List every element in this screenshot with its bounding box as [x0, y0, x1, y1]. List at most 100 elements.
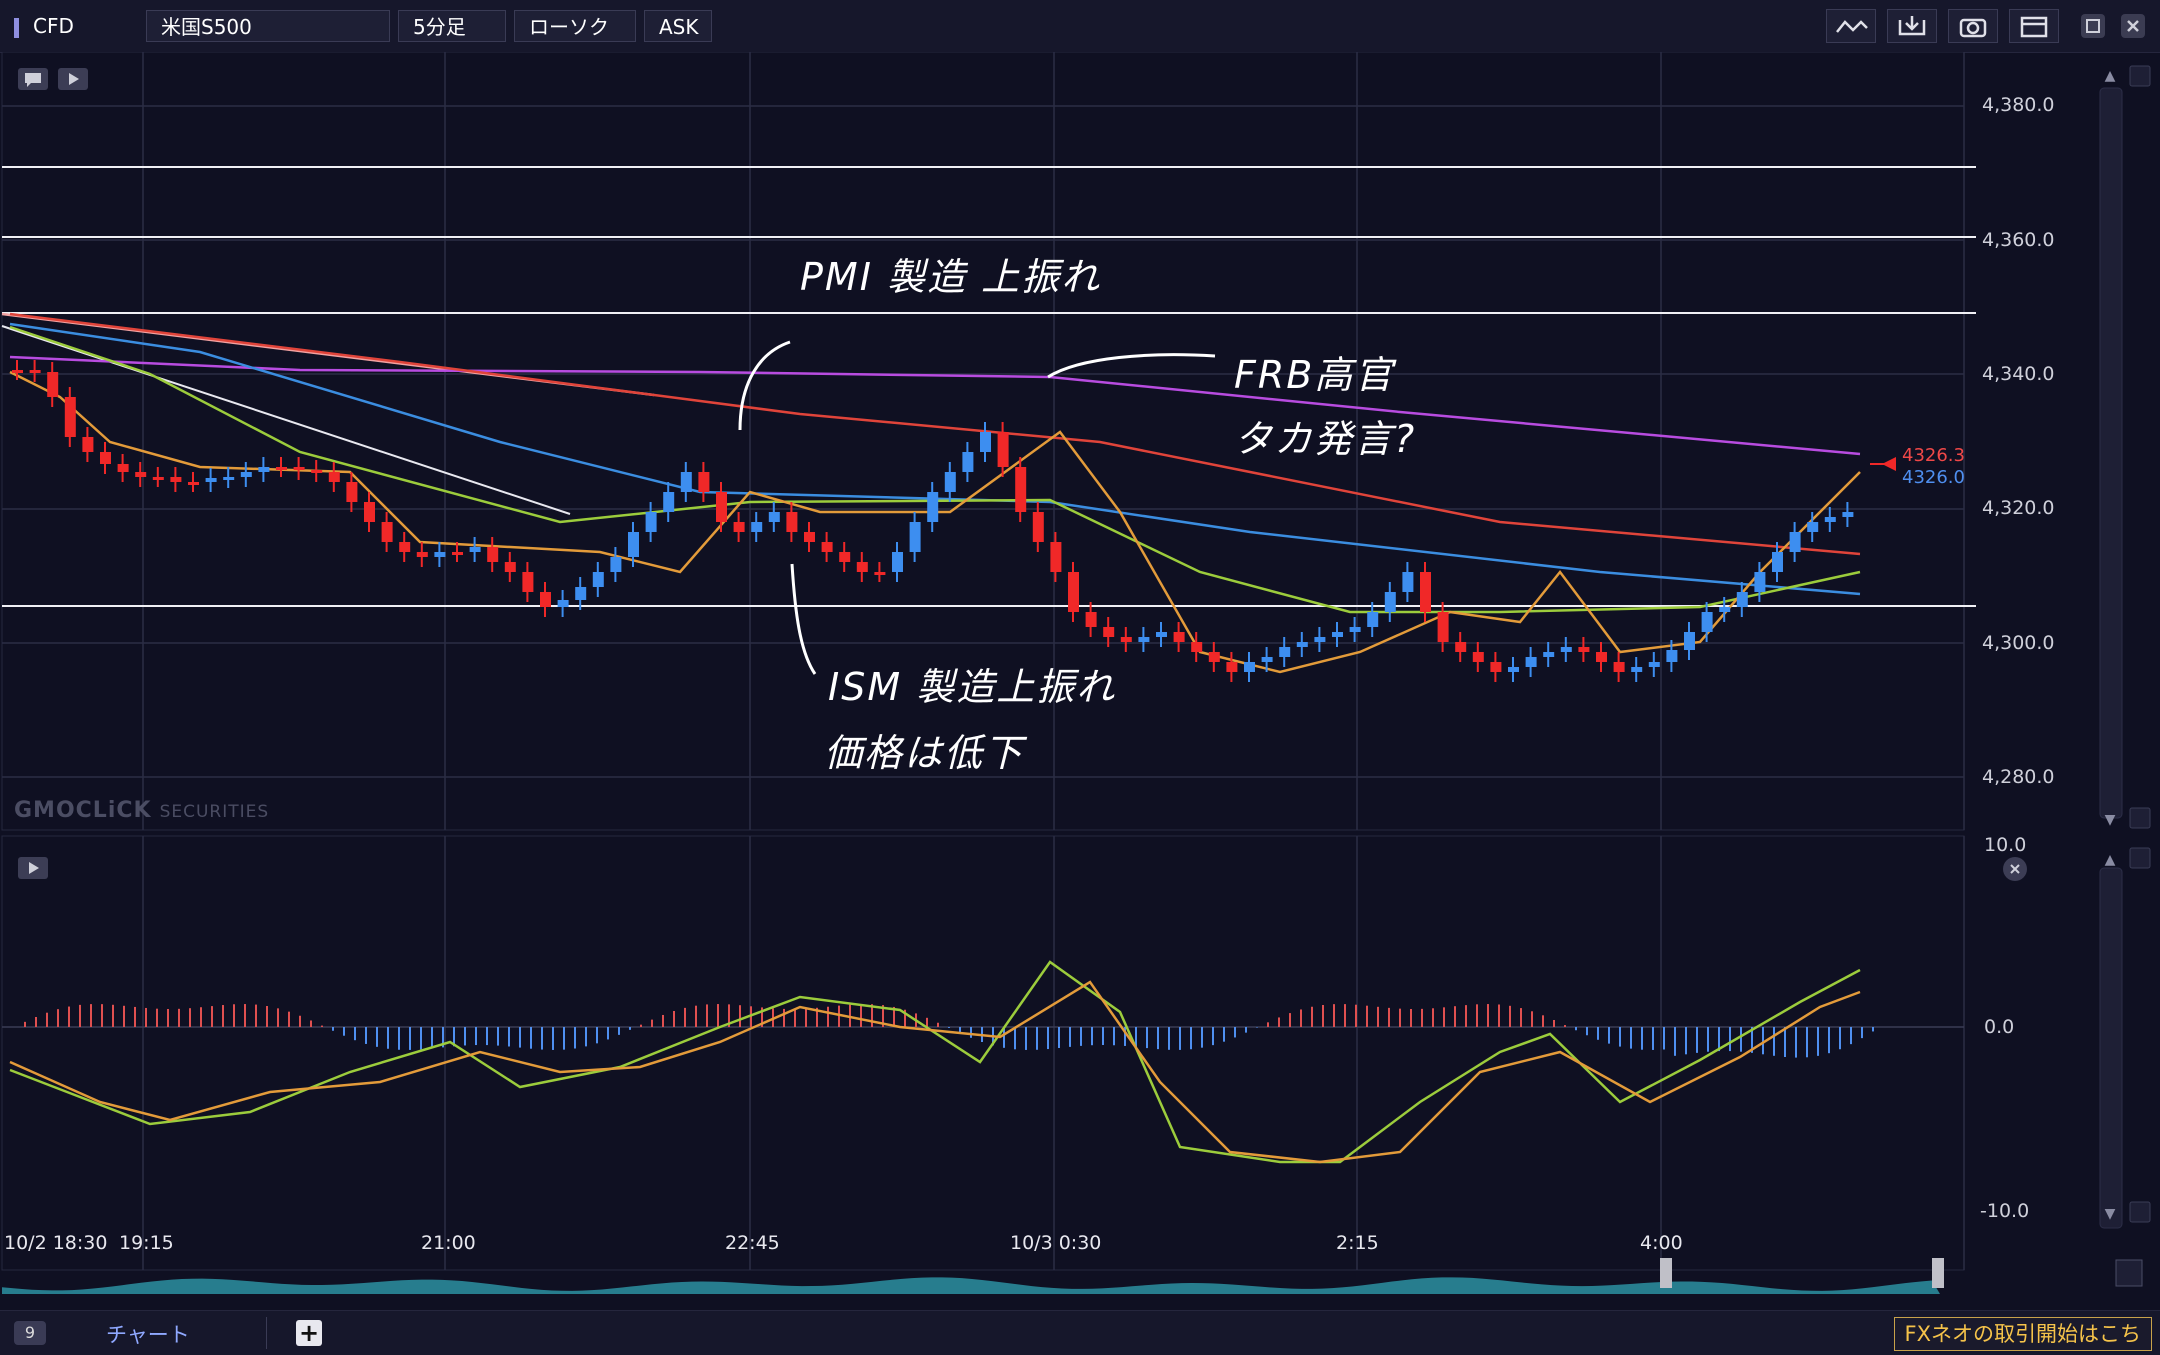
- candle-body: [680, 472, 692, 492]
- download-button[interactable]: [1887, 9, 1937, 43]
- maximize-button[interactable]: [2081, 14, 2105, 38]
- scroll-arrow-icon: ▼: [2105, 812, 2116, 828]
- candle-body: [258, 467, 270, 472]
- last-price-arrow: [1882, 457, 1896, 471]
- annotation-ism-line1: ISM 製造上振れ: [828, 665, 1117, 709]
- candle-body: [117, 464, 129, 472]
- close-oscillator-button[interactable]: [2003, 857, 2027, 881]
- window-layout-button[interactable]: [2009, 9, 2059, 43]
- chart-area[interactable]: ▲ ▼ ▲ ▼: [0, 52, 2160, 1310]
- candle-body: [399, 542, 411, 552]
- candle-body: [628, 532, 639, 557]
- candle-body: [1666, 650, 1678, 662]
- candle-body: [540, 592, 551, 607]
- candle-body: [1613, 662, 1625, 672]
- expand-oscillator-button[interactable]: [18, 857, 48, 879]
- candle-body: [1472, 652, 1484, 662]
- osc-signal-line-green: [9, 960, 1861, 1164]
- candle-body: [64, 397, 76, 437]
- annotation-frb-line2: タカ発言?: [1234, 417, 1417, 461]
- candle-body: [1807, 522, 1819, 532]
- annotation-pmi: PMI 製造 上振れ: [800, 255, 1102, 299]
- close-button[interactable]: [2121, 14, 2145, 38]
- window-icon: [2020, 16, 2048, 38]
- brand-watermark: GMOCLiCK SECURITIES: [14, 798, 269, 823]
- time-tick: 22:45: [725, 1232, 780, 1254]
- candle-body: [276, 467, 287, 470]
- candle-body: [1349, 627, 1361, 632]
- candle-body: [1068, 572, 1079, 612]
- expand-indicators-button[interactable]: [58, 68, 88, 90]
- candle-body: [469, 547, 481, 552]
- candle-body: [416, 552, 428, 557]
- candle-body: [223, 477, 235, 480]
- chart-style-selector[interactable]: ローソク: [514, 10, 636, 42]
- candle-body: [1244, 662, 1255, 672]
- candle-body: [381, 522, 393, 542]
- candle-body: [1508, 667, 1519, 672]
- candle-body: [1384, 592, 1396, 612]
- candle-body: [645, 512, 657, 532]
- ma-blue-line: [9, 322, 1861, 596]
- candle-body: [944, 472, 956, 492]
- screenshot-button[interactable]: [1948, 9, 1998, 43]
- line-tool-button[interactable]: [1826, 9, 1876, 43]
- annotation-connector: [1047, 353, 1216, 379]
- close-icon: [2010, 864, 2020, 874]
- candle-body: [1420, 572, 1431, 612]
- time-tick: 21:00: [421, 1232, 476, 1254]
- candle-body: [1648, 662, 1660, 667]
- oscillator-panel[interactable]: [1, 835, 1965, 1271]
- add-chart-button[interactable]: +: [296, 1320, 322, 1346]
- price-tick: 4,280.0: [1982, 766, 2055, 788]
- play-icon: [69, 73, 79, 85]
- candle-body: [804, 532, 815, 542]
- candle-body: [1296, 642, 1308, 647]
- candle-body: [716, 492, 727, 522]
- navigator-area: [2, 1277, 1940, 1294]
- comment-toggle-button[interactable]: [18, 68, 48, 90]
- fx-neo-promo-link[interactable]: FXネオの取引開始はこち: [1893, 1317, 2152, 1351]
- symbol-selector[interactable]: 米国S500: [146, 10, 390, 42]
- candle-body: [1156, 632, 1167, 637]
- candle-body: [1719, 607, 1731, 612]
- candle-body: [1842, 512, 1854, 517]
- candle-body: [452, 552, 463, 555]
- candle-body: [1050, 542, 1062, 572]
- ma-green-line: [9, 325, 1861, 614]
- tab-chart[interactable]: チャート: [106, 1323, 190, 1347]
- candle-body: [1490, 662, 1502, 672]
- candle-body: [1596, 652, 1607, 662]
- osc-signal-line-orange: [9, 980, 1861, 1164]
- timeframe-selector[interactable]: 5分足: [398, 10, 506, 42]
- candle-body: [135, 472, 147, 477]
- candle-body: [1138, 637, 1150, 642]
- candle-body: [170, 477, 182, 482]
- candle-body: [698, 472, 710, 492]
- price-type-selector[interactable]: ASK: [644, 10, 712, 42]
- candle-body: [1754, 572, 1766, 592]
- candle-body: [768, 512, 780, 522]
- annotation-frb-line1: FRB高官: [1234, 353, 1395, 397]
- candle-body: [364, 502, 375, 522]
- annotation-ism-line2: 価格は低下: [824, 731, 1025, 775]
- candle-body: [980, 432, 991, 452]
- candle-body: [47, 372, 59, 397]
- time-tick: 19:15: [119, 1232, 174, 1254]
- candle-body: [663, 492, 675, 512]
- candle-body: [856, 562, 868, 572]
- scroll-arrow-icon: ▲: [2105, 68, 2116, 84]
- candle-body: [592, 572, 604, 587]
- candle-body: [909, 522, 921, 552]
- price-panel[interactable]: [1, 52, 1965, 831]
- candle-body: [1772, 552, 1783, 572]
- candle-body: [874, 572, 886, 575]
- candle-body: [29, 370, 41, 373]
- candle-body: [892, 552, 903, 572]
- candle-body: [557, 600, 569, 607]
- comment-icon: [25, 73, 41, 87]
- price-scrollbar: [2099, 87, 2123, 819]
- bottom-tab-bar: 9 チャート + FXネオの取引開始はこち: [0, 1310, 2160, 1355]
- price-tick: 4,300.0: [1982, 632, 2055, 654]
- candle-body: [927, 492, 939, 522]
